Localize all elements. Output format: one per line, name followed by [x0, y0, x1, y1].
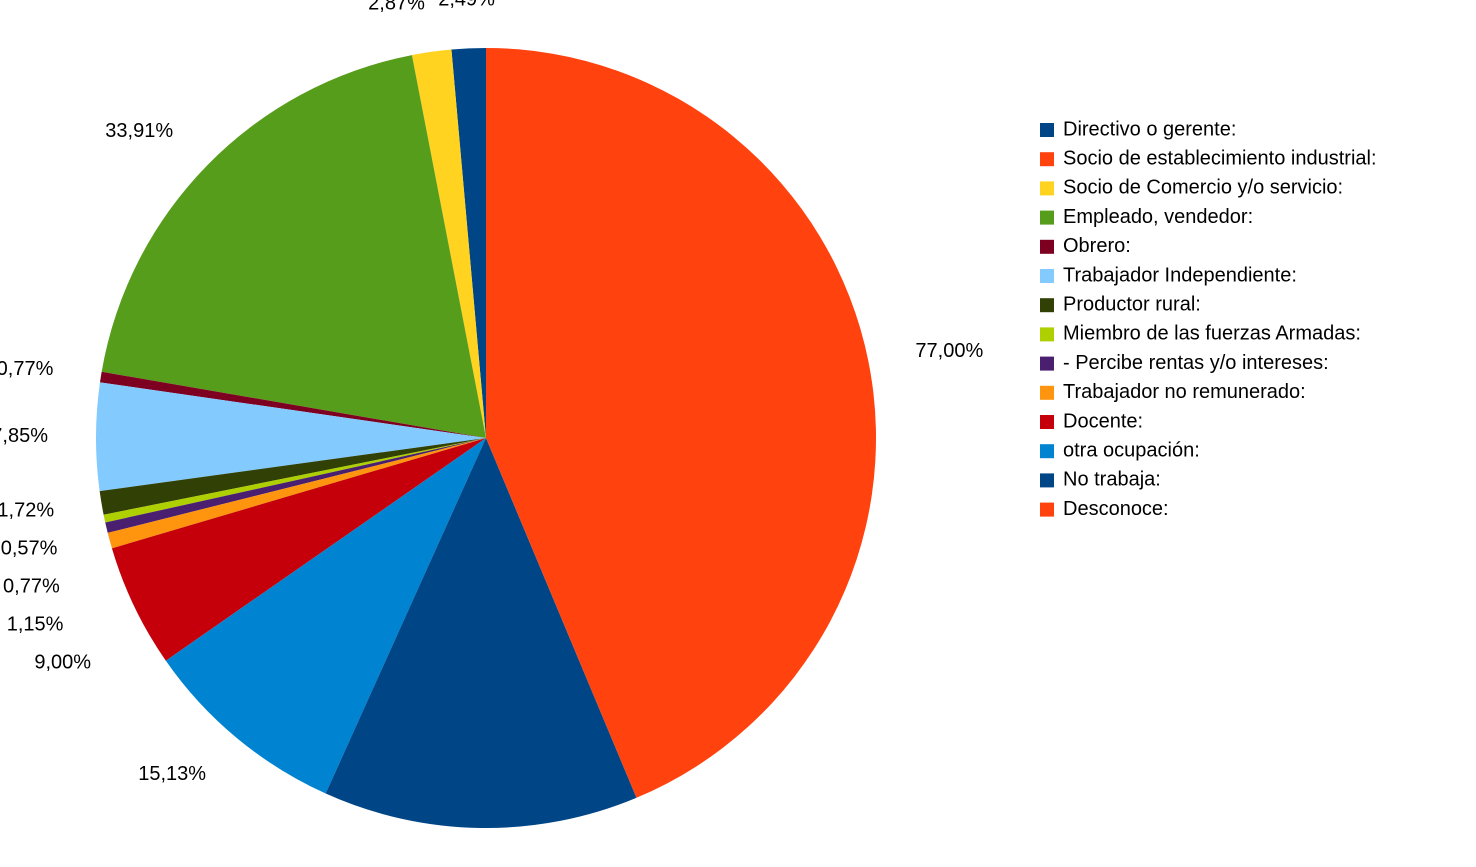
- legend-label: Socio de Comercio y/o servicio:: [1063, 177, 1343, 199]
- pie-slice: [101, 55, 486, 439]
- legend-swatch: [1040, 123, 1054, 137]
- data-label: 1,72%: [0, 499, 54, 521]
- legend-swatch: [1040, 239, 1054, 254]
- legend-swatch: [1040, 502, 1054, 517]
- legend-label: otra ocupación:: [1063, 439, 1200, 461]
- pie-slice: [103, 438, 486, 523]
- legend-label: Desconoce:: [1063, 498, 1169, 520]
- legend-swatch: [1040, 473, 1054, 488]
- data-label: 2,87%: [368, 0, 425, 15]
- legend-swatch: [1040, 152, 1054, 167]
- pie-slice: [95, 382, 486, 492]
- legend-label: Obrero:: [1063, 235, 1131, 257]
- legend-label: Docente:: [1063, 410, 1143, 432]
- legend-label: Socio de establecimiento industrial:: [1063, 147, 1377, 169]
- legend-swatch: [1040, 356, 1054, 371]
- legend-swatch: [1040, 210, 1054, 225]
- legend-label: Directivo o gerente:: [1063, 118, 1236, 140]
- data-label: 0,77%: [3, 575, 60, 597]
- legend-label: No trabaja:: [1063, 469, 1161, 491]
- pie-slice: [99, 438, 486, 515]
- data-label: 7,85%: [0, 425, 48, 447]
- pie-slice: [99, 371, 487, 438]
- data-label: 9,00%: [34, 651, 91, 673]
- data-label: 77,00%: [915, 340, 983, 362]
- pie-slice: [107, 438, 486, 549]
- legend-swatch: [1040, 415, 1054, 429]
- data-label: 22,99%: [446, 864, 514, 867]
- data-label: 33,91%: [105, 120, 173, 142]
- legend-swatch: [1040, 385, 1054, 400]
- data-label: 0,57%: [1, 537, 58, 559]
- data-label: 15,13%: [138, 763, 206, 785]
- pie-slice: [111, 438, 486, 661]
- legend-swatch: [1040, 181, 1054, 196]
- legend-swatch: [1040, 327, 1054, 342]
- legend-label: Productor rural:: [1063, 293, 1201, 315]
- legend-swatch: [1040, 269, 1054, 283]
- pie-slice: [325, 438, 637, 828]
- legend-label: Miembro de las fuerzas Armadas:: [1063, 323, 1361, 345]
- legend-label: - Percibe rentas y/o intereses:: [1063, 352, 1329, 374]
- data-label: 1,15%: [7, 613, 64, 635]
- legend-swatch: [1040, 444, 1054, 459]
- legend-label: Empleado, vendedor:: [1063, 206, 1253, 228]
- pie-slice: [411, 49, 486, 439]
- data-label: 0,77%: [0, 358, 54, 380]
- pie-slice: [165, 438, 487, 794]
- legend-swatch: [1040, 298, 1054, 313]
- pie-slice: [486, 48, 877, 798]
- pie-slice: [105, 438, 487, 533]
- data-label: 2,49%: [438, 0, 495, 11]
- legend-label: Trabajador no remunerado:: [1063, 381, 1306, 403]
- legend-label: Trabajador Independiente:: [1063, 264, 1297, 286]
- pie-slice: [451, 48, 486, 438]
